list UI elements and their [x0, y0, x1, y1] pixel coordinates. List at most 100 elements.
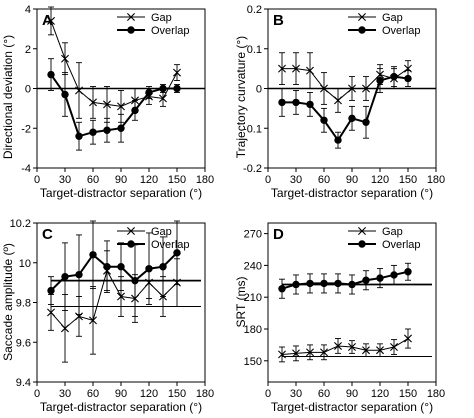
data-point-gap [117, 292, 125, 301]
x-tick-label: 150 [399, 174, 417, 186]
data-point-gap [376, 346, 384, 355]
y-axis-label: Directional deviation (°) [1, 35, 15, 159]
legend-marker-overlap [358, 26, 366, 34]
data-point-overlap [61, 272, 69, 281]
data-point-overlap [404, 74, 412, 83]
panel-letter: A [42, 12, 53, 29]
legend-marker-gap [358, 227, 366, 235]
y-tick-label: 240 [244, 260, 262, 272]
data-point-overlap [103, 263, 111, 271]
data-point-overlap [334, 136, 342, 144]
data-point-overlap [117, 124, 125, 132]
data-point-overlap [75, 132, 83, 140]
x-tick-label: 0 [265, 388, 271, 400]
data-point-gap [89, 98, 97, 107]
data-point-gap [173, 68, 181, 77]
panel-c: 0 30 60 90 120 150 180 9.4 9.6 9.8 10 10.2 Target-di… [1, 218, 214, 414]
y-tick-label: 10 [19, 258, 31, 270]
data-point-overlap [131, 276, 139, 285]
data-point-overlap [145, 265, 153, 273]
data-point-overlap [159, 84, 167, 93]
data-point-gap [278, 64, 286, 73]
x-tick-label: 30 [59, 388, 71, 400]
x-tick-label: 0 [34, 174, 40, 186]
series-overlap [278, 66, 412, 149]
data-point-gap [320, 84, 328, 93]
y-tick-label: 4 [25, 4, 31, 16]
y-tick-label: 10.2 [10, 218, 31, 230]
legend-label-overlap: Overlap [382, 239, 421, 251]
series-line-gap [282, 68, 409, 102]
data-point-gap [348, 343, 356, 352]
data-point-overlap [145, 88, 153, 97]
legend-marker-overlap [127, 26, 135, 34]
x-tick-label: 90 [115, 174, 127, 186]
data-point-overlap [292, 280, 300, 289]
data-point-overlap [320, 116, 328, 125]
data-point-gap [117, 102, 125, 111]
data-point-gap [278, 350, 286, 359]
series-overlap [47, 220, 181, 317]
y-tick-label: 150 [244, 356, 262, 368]
series-overlap [47, 58, 181, 151]
x-tick-label: 60 [87, 388, 99, 400]
y-tick-label: -2 [21, 123, 31, 135]
data-point-overlap [348, 114, 356, 123]
data-point-overlap [306, 100, 314, 109]
x-tick-label: 180 [427, 388, 445, 400]
y-tick-label: 9.6 [16, 337, 31, 349]
series-line-overlap [50, 252, 178, 292]
y-tick-label: 0 [25, 84, 31, 96]
x-tick-label: 30 [290, 174, 302, 186]
panel-a: 0 30 60 90 120 150 180 -4 -2 0 2 4 Target-distractor… [1, 4, 214, 200]
y-tick-label: -0.1 [243, 123, 262, 135]
y-axis-label: Trajectory curvature (°) [234, 36, 248, 158]
y-tick-label: 210 [244, 292, 262, 304]
y-tick-label: 9.4 [16, 377, 31, 389]
x-axis-label: Target-distractor separation (°) [271, 400, 433, 414]
x-tick-label: 150 [168, 174, 186, 186]
data-point-overlap [47, 286, 55, 295]
data-point-overlap [278, 285, 286, 293]
x-tick-label: 60 [318, 174, 330, 186]
data-point-overlap [103, 126, 111, 134]
data-point-gap [334, 96, 342, 105]
panel-letter: C [42, 226, 53, 243]
y-tick-label: 270 [244, 229, 262, 241]
data-point-overlap [376, 274, 384, 282]
data-point-gap [320, 348, 328, 357]
legend-label-gap: Gap [382, 226, 403, 238]
y-tick-label: 0.2 [247, 4, 262, 16]
legend-marker-gap [127, 227, 135, 235]
y-tick-label: -4 [21, 163, 31, 175]
legend-label-gap: Gap [151, 226, 172, 238]
data-point-gap [75, 86, 83, 95]
panel-letter: B [273, 12, 284, 29]
x-axis-label: Target-distractor separation (°) [271, 186, 433, 200]
data-point-overlap [159, 263, 167, 271]
data-point-gap [306, 66, 314, 75]
data-point-overlap [117, 263, 125, 271]
data-point-overlap [61, 90, 69, 99]
data-point-gap [89, 316, 97, 325]
series-line-gap [281, 338, 409, 355]
data-point-gap [348, 84, 356, 93]
legend-label-overlap: Overlap [382, 25, 421, 37]
data-point-overlap [348, 280, 356, 289]
panel-b: 0 30 60 90 120 150 180 -0.2 -0.1 0 0.1 0.2 Target-di… [234, 4, 445, 200]
data-point-gap [61, 324, 69, 333]
legend-marker-gap [127, 13, 135, 21]
legend-marker-gap [358, 13, 366, 21]
x-tick-label: 180 [427, 174, 445, 186]
x-tick-label: 120 [371, 174, 389, 186]
data-point-overlap [362, 118, 370, 126]
data-point-gap [292, 64, 300, 73]
y-tick-label: 2 [25, 44, 31, 56]
data-point-gap [404, 334, 412, 343]
x-tick-label: 180 [196, 388, 214, 400]
data-point-gap [362, 346, 370, 355]
data-point-overlap [47, 70, 55, 79]
